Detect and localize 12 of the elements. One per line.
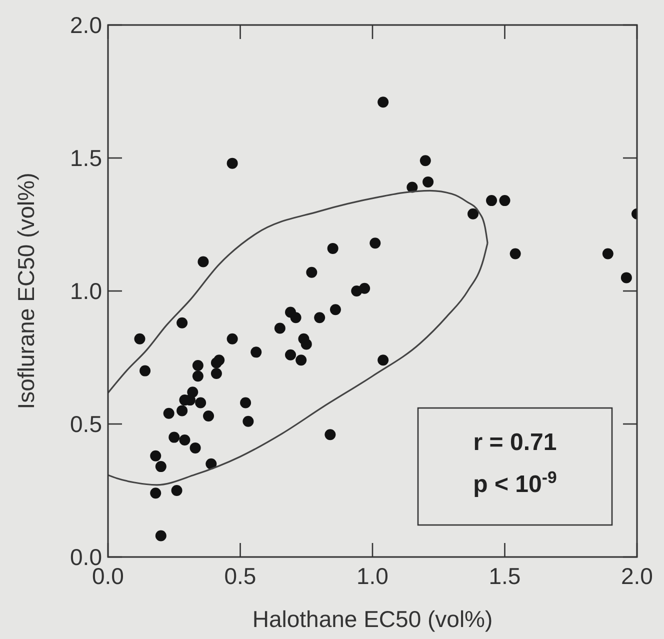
x-axis-title: Halothane EC50 (vol%) <box>252 606 493 632</box>
y-tick-label: 1.0 <box>70 278 102 304</box>
y-axis-title: Isoflurane EC50 (vol%) <box>13 172 39 410</box>
x-tick-label: 1.0 <box>356 563 388 589</box>
annotation: r = 0.71 <box>473 429 557 456</box>
annotation: p < 10$^{-9}$ <box>473 468 557 498</box>
y-tick-label: 2.0 <box>70 12 102 38</box>
y-tick-label: 1.5 <box>70 145 102 171</box>
x-tick-label: 0.5 <box>224 563 256 589</box>
x-tick-label: 1.5 <box>488 563 521 589</box>
x-tick-label: 2.0 <box>621 563 653 589</box>
y-tick-label: 0.5 <box>70 411 102 437</box>
